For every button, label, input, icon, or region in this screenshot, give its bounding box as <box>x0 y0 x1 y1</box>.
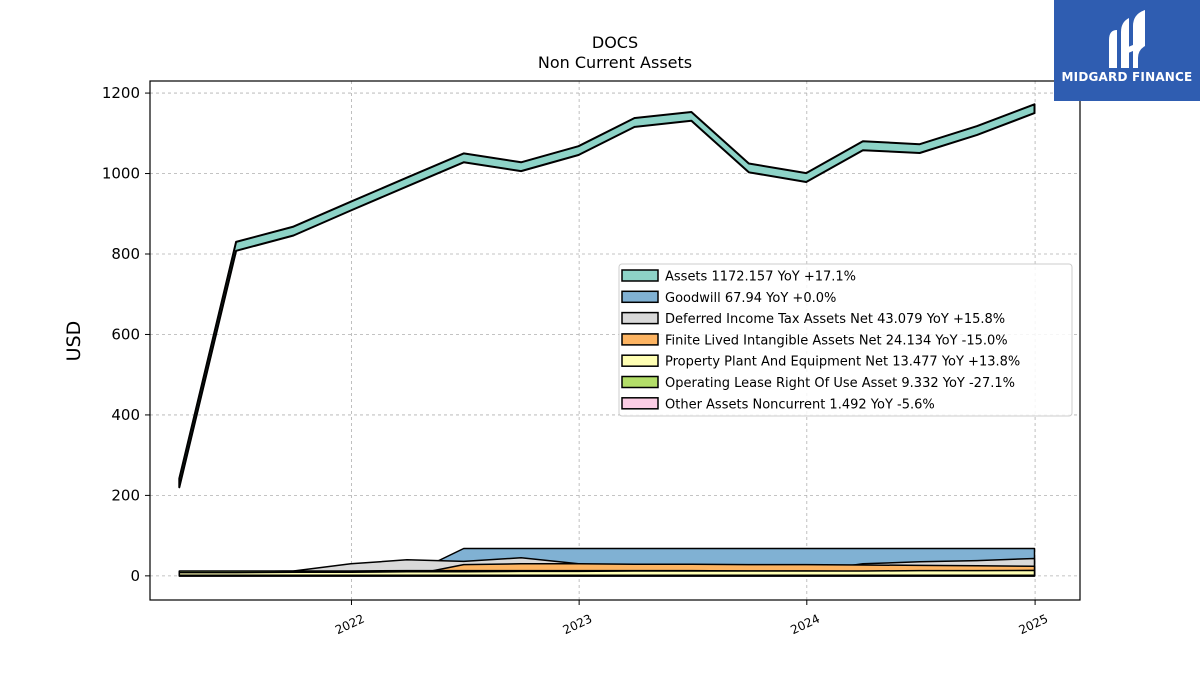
y-axis-label: USD <box>63 321 85 362</box>
plot-areas <box>178 103 1036 577</box>
y-tick-label: 200 <box>111 486 140 504</box>
legend-label: Property Plant And Equipment Net 13.477 … <box>665 355 1020 370</box>
legend-swatch <box>621 375 659 389</box>
legend-label: Deferred Income Tax Assets Net 43.079 Yo… <box>665 312 1005 327</box>
x-tick-label: 2023 <box>561 612 595 638</box>
legend: Assets 1172.157 YoY +17.1% Goodwill 67.94… <box>618 263 1073 417</box>
legend-swatch <box>621 311 659 325</box>
plot-frame <box>149 80 1081 601</box>
legend-label: Other Assets Noncurrent 1.492 YoY -5.6% <box>665 397 935 412</box>
legend-swatch <box>621 269 659 282</box>
legend-label: Assets 1172.157 YoY +17.1% <box>665 270 856 285</box>
legend-swatch <box>621 290 659 304</box>
legend-label: Operating Lease Right Of Use Asset 9.332… <box>665 376 1015 391</box>
y-tick-label: 1000 <box>102 165 140 183</box>
chart-title: DOCS <box>592 33 638 52</box>
series-area-other-assets-noncurrent <box>178 574 1036 577</box>
y-tick-label: 400 <box>111 406 140 424</box>
legend-box <box>618 263 1073 417</box>
legend-swatch <box>621 397 659 410</box>
legend-label: Goodwill 67.94 YoY +0.0% <box>665 291 836 306</box>
y-tick-label: 0 <box>130 567 140 585</box>
legend-swatch <box>621 354 659 367</box>
chart-subtitle: Non Current Assets <box>538 53 692 72</box>
x-tick-label: 2025 <box>1017 612 1051 638</box>
logo-mark-icon <box>1109 10 1145 68</box>
y-tick-label: 800 <box>111 245 140 263</box>
y-tick-label: 1200 <box>102 84 140 102</box>
x-tick-label: 2024 <box>788 612 822 638</box>
series-area-assets <box>178 103 1036 489</box>
legend-swatch <box>621 333 659 346</box>
y-tick-label: 600 <box>111 325 140 343</box>
logo-text: MIDGARD FINANCE <box>1061 70 1193 84</box>
legend-label: Finite Lived Intangible Assets Net 24.13… <box>665 333 1008 348</box>
x-tick-label: 2022 <box>333 612 367 638</box>
midgard-finance-logo: MIDGARD FINANCE <box>1054 0 1200 101</box>
